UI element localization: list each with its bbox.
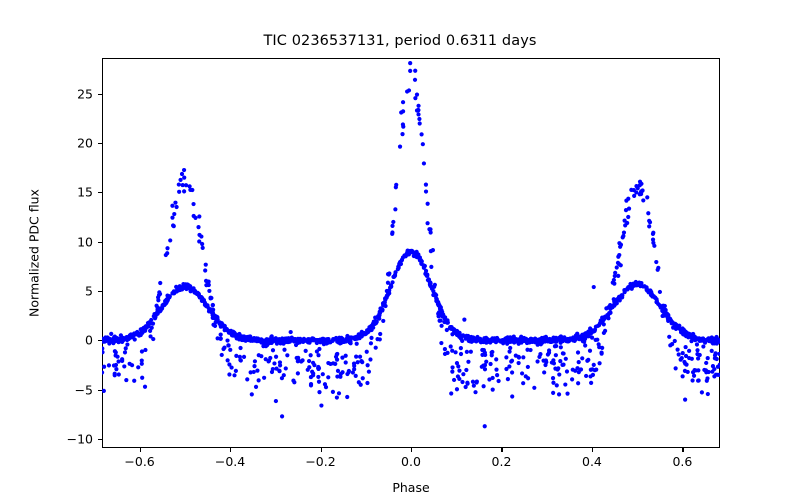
y-tick-label: 10 [77, 234, 93, 250]
y-tick-label: 25 [77, 86, 93, 102]
x-tick-label: −0.2 [305, 454, 336, 469]
y-tick-label: 20 [77, 135, 93, 151]
y-tick-mark [98, 93, 102, 95]
y-tick-mark [98, 192, 102, 194]
y-tick-label: −5 [74, 382, 93, 398]
x-tick-label: 0.4 [581, 454, 602, 469]
y-tick-mark [98, 389, 102, 391]
plot-axes: −0.6 −0.4 −0.2 0.0 0.2 0.4 0.6 −10 −5 0 5 10 15 20 25… [27, 58, 720, 495]
y-tick-mark [98, 340, 102, 342]
y-tick-mark [98, 291, 102, 293]
y-tick-mark [98, 439, 102, 441]
y-tick-mark [98, 241, 102, 243]
x-tick-mark [682, 448, 684, 452]
y-tick-label: 15 [77, 184, 93, 200]
x-tick-mark [139, 448, 141, 452]
x-tick-mark [501, 448, 503, 452]
x-tick-label: 0.2 [491, 454, 512, 469]
x-tick-label: −0.4 [214, 454, 246, 469]
y-tick-mark [98, 142, 102, 144]
x-tick-mark [230, 448, 232, 452]
x-tick-mark [411, 448, 413, 452]
x-tick-label: 0.0 [401, 454, 421, 469]
chart-title: TIC 0236537131, period 0.6311 days [263, 33, 537, 49]
y-tick-label: 0 [85, 332, 93, 348]
x-tick-label: −0.6 [124, 454, 155, 469]
x-tick-label: 0.6 [672, 454, 693, 469]
x-tick-mark [320, 448, 322, 452]
scatter-plot [102, 61, 720, 429]
x-tick-mark [591, 448, 594, 452]
y-tick-label: 5 [85, 283, 93, 299]
y-axis-label: Normalized PDC flux [26, 189, 42, 317]
x-axis-label: Phase [392, 480, 430, 495]
y-tick-label: −10 [66, 431, 93, 447]
